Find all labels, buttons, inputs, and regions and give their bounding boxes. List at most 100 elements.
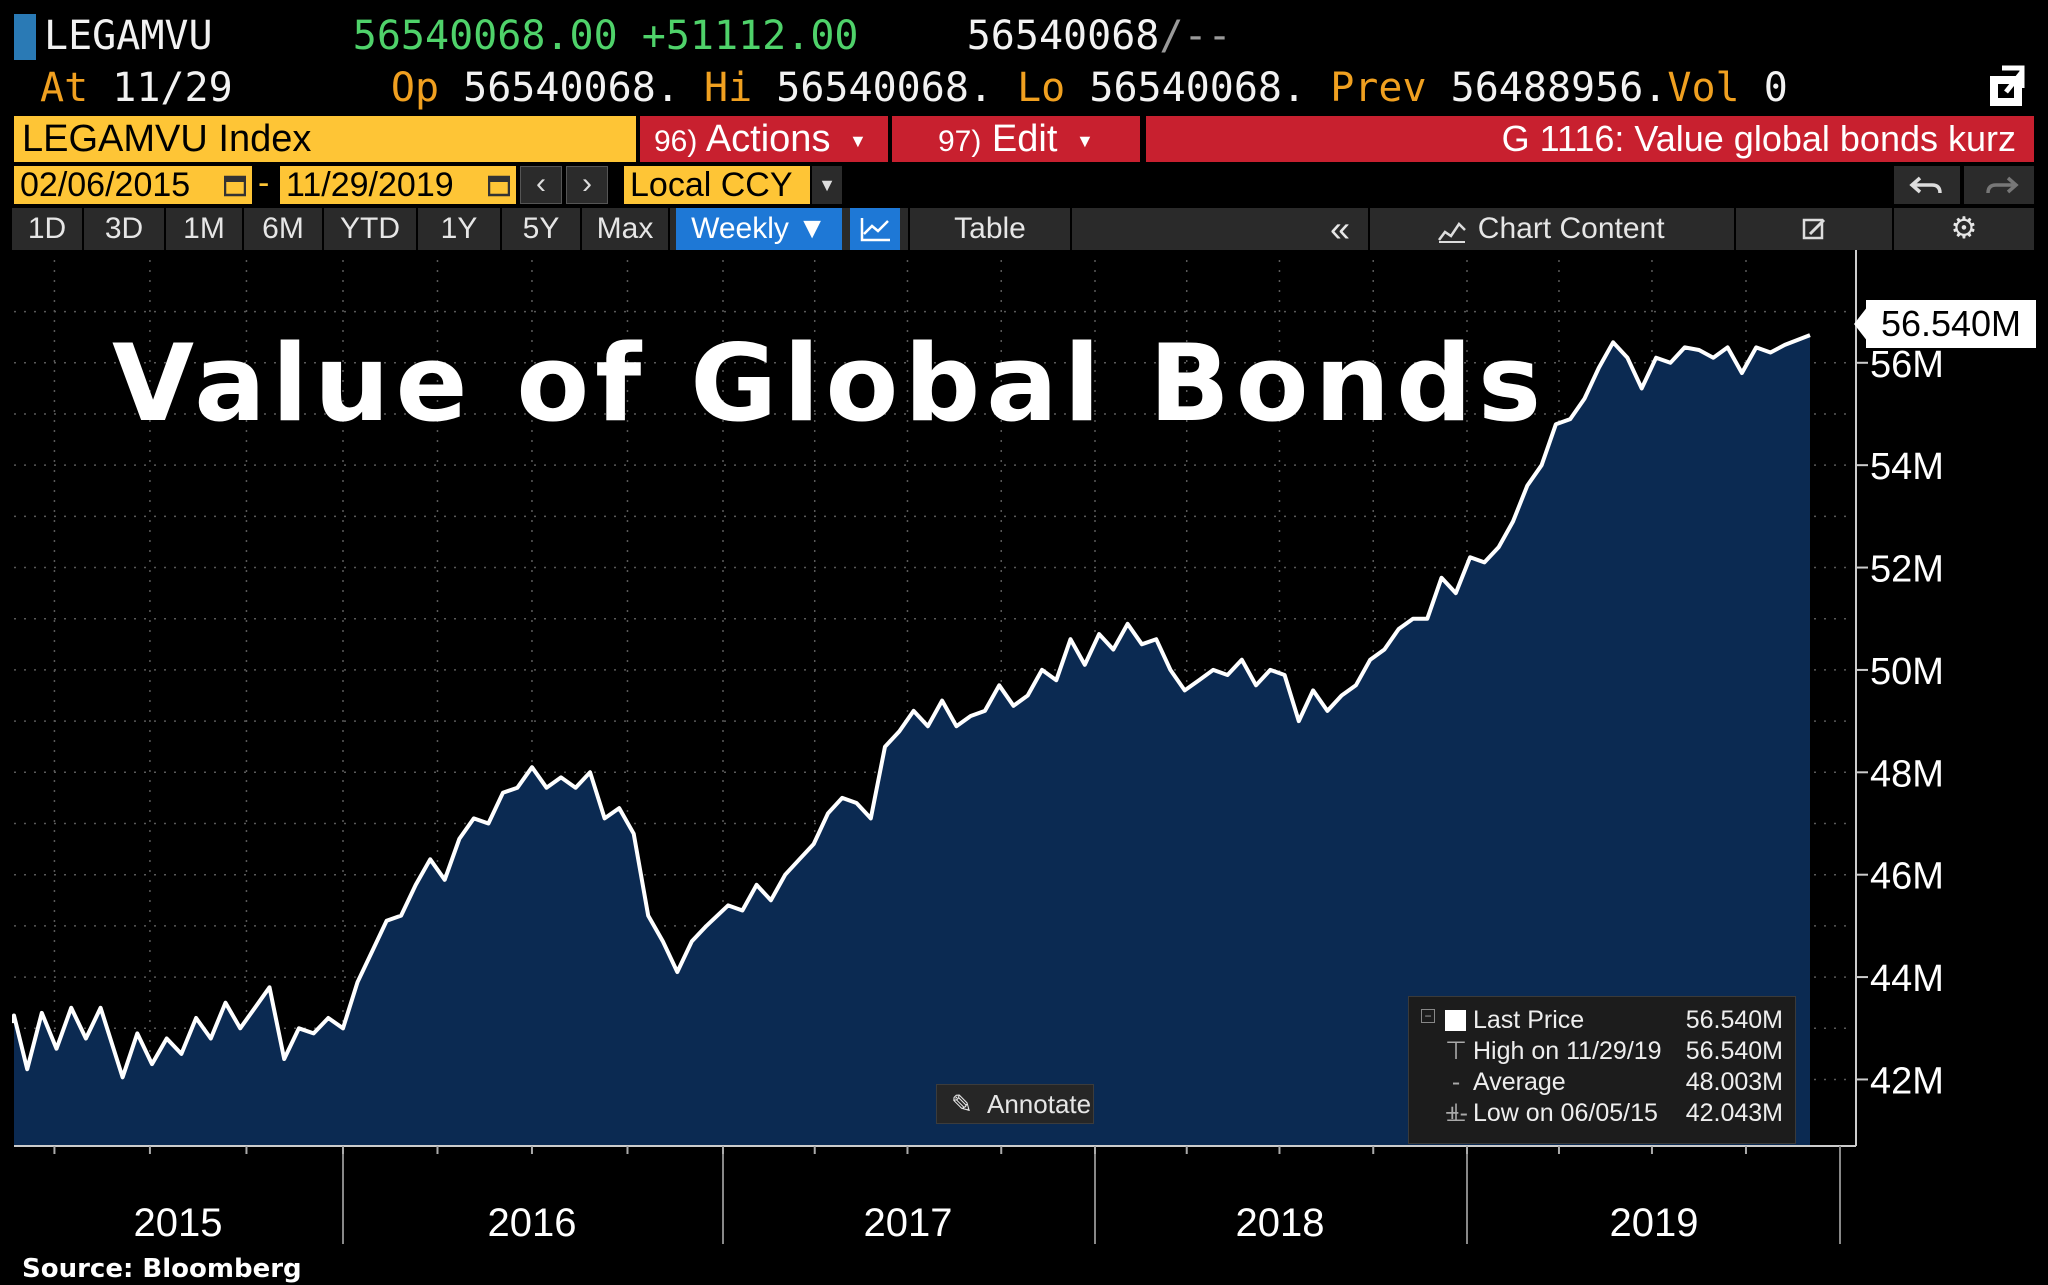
collapse-left-icon[interactable]: « [1329, 208, 1351, 249]
legend-value: 56.540M [1685, 1006, 1783, 1034]
last-price-pointer [1854, 306, 1868, 342]
vol-value: 0 [1763, 65, 1788, 111]
x-tick-label: 2016 [488, 1201, 577, 1245]
y-tick-label: 42M [1870, 1060, 1944, 1102]
y-tick-label: 48M [1870, 753, 1944, 795]
date-separator: - [258, 164, 270, 202]
actions-number: 96) [654, 125, 698, 158]
chart-toolbar: 1D 3D 1M 6M YTD 1Y 5Y Max Weekly ▼ Table… [12, 208, 2034, 250]
last-price: 56540068.00 [352, 13, 618, 59]
y-axis: 42M 44M 46M 48M 50M 52M 54M 56M [1855, 250, 1944, 1146]
collapse-legend-icon[interactable]: − [1421, 1009, 1435, 1023]
period-max[interactable]: Max [596, 212, 654, 245]
edit-number: 97) [938, 125, 982, 158]
gear-icon[interactable]: ⚙ [1950, 212, 1978, 245]
last-price-tag: 56.540M [1866, 300, 2036, 348]
price-change: +51112.00 [641, 13, 859, 59]
period-ytd[interactable]: YTD [340, 212, 400, 245]
legend-row: Last Price 56.540M [1409, 1005, 1797, 1036]
undo-button[interactable] [1894, 166, 1960, 204]
price-area [14, 335, 1810, 1147]
low-value: 56540068. [1089, 65, 1307, 111]
table-view-button[interactable]: Table [954, 212, 1026, 245]
edit-menu-button[interactable]: 97) Edit ▼ [892, 116, 1140, 162]
source-note: Source: Bloomberg [22, 1254, 302, 1284]
frequency-select[interactable]: Weekly ▼ [676, 208, 842, 250]
edit-drawing-button[interactable] [1736, 208, 1892, 250]
period-1d[interactable]: 1D [27, 212, 67, 245]
undo-icon [1909, 176, 1942, 194]
frequency-label: Weekly [691, 212, 789, 245]
y-tick-label: 56M [1870, 344, 1944, 386]
legend-value: 48.003M [1685, 1068, 1783, 1096]
actions-label: Actions [705, 118, 831, 160]
caret-down-icon: ▼ [849, 130, 867, 151]
pencil-icon: ✎ [951, 1089, 973, 1119]
chart-content-label: Chart Content [1477, 212, 1665, 245]
chart-description: G 1116: Value global bonds kurz [1146, 116, 2034, 162]
redo-button[interactable] [1964, 166, 2034, 204]
chart-content-button[interactable]: Chart Content [1370, 208, 1730, 250]
end-date-field[interactable]: 11/29/2019 [280, 166, 516, 204]
x-axis: 2015 2016 2017 2018 2019 [14, 1145, 1856, 1245]
y-tick-label: 44M [1870, 958, 1944, 1000]
x-tick-label: 2015 [134, 1201, 223, 1245]
high-value: 56540068. [776, 65, 993, 111]
annotate-label: Annotate [987, 1089, 1092, 1119]
actions-menu-button[interactable]: 96) Actions ▼ [640, 116, 888, 162]
high-label: Hi [703, 65, 753, 111]
legend-row: ⊤ High on 11/29/19 56.540M [1409, 1036, 1797, 1067]
high-marker-icon: ⊤ [1445, 1037, 1467, 1065]
period-6m[interactable]: 6M [262, 212, 304, 245]
currency-select[interactable]: Local CCY [624, 166, 810, 204]
annotate-button[interactable]: ✎ Annotate [936, 1084, 1094, 1124]
x-tick-label: 2018 [1236, 1201, 1325, 1245]
legend-label: Average [1473, 1068, 1566, 1096]
period-1m[interactable]: 1M [183, 212, 225, 245]
chevron-down-icon[interactable]: ▼ [812, 166, 842, 204]
legend-value: 42.043M [1685, 1099, 1783, 1127]
chevron-right-icon[interactable]: › [566, 166, 608, 204]
average-marker-icon: -+- [1445, 1068, 1468, 1127]
edit-label: Edit [991, 118, 1058, 160]
chevron-left-icon[interactable]: ‹ [520, 166, 562, 204]
bid-ask-suffix: /-- [1159, 13, 1232, 59]
legend-label: Last Price [1473, 1006, 1585, 1034]
security-field[interactable]: LEGAMVU Index [14, 116, 636, 162]
legend-value: 56.540M [1685, 1037, 1783, 1065]
legend-row: ⊥ Low on 06/05/15 42.043M [1409, 1098, 1797, 1129]
edit-pencil-icon [1802, 218, 1826, 240]
last-price-swatch-icon [1445, 1005, 1467, 1036]
ticker-symbol: LEGAMVU [44, 13, 213, 59]
period-3d[interactable]: 3D [104, 212, 144, 245]
bid-ask-price: 56540068 [966, 13, 1160, 59]
y-tick-label: 52M [1870, 549, 1944, 591]
open-label: Op [390, 65, 440, 111]
y-tick-label: 50M [1870, 651, 1944, 693]
legend-label: Low on 06/05/15 [1473, 1099, 1658, 1127]
price-line[interactable] [12, 333, 1811, 1080]
calendar-icon[interactable] [224, 170, 246, 200]
quote-line: LEGAMVU 56540068.00 +51112.00 56540068/-… [44, 10, 1232, 62]
x-tick-label: 2019 [1610, 1201, 1699, 1245]
period-1y[interactable]: 1Y [440, 212, 478, 245]
line-chart-icon [860, 218, 890, 242]
at-label: At [40, 65, 89, 111]
low-marker-icon: ⊥ [1445, 1099, 1467, 1127]
ohlc-line: At 11/29 Op 56540068. Hi 56540068. Lo 56… [40, 62, 1788, 114]
vol-label: Vol [1667, 65, 1740, 111]
legend-label: High on 11/29/19 [1473, 1037, 1662, 1065]
caret-down-icon: ▼ [1075, 130, 1094, 151]
prev-label: Prev [1330, 65, 1427, 111]
line-chart-button[interactable] [850, 208, 900, 250]
chart-content-icon [1438, 222, 1467, 243]
export-icon[interactable] [1988, 64, 2028, 108]
at-date: 11/29 [112, 65, 233, 111]
chart-legend: − Last Price 56.540M ⊤ High on 11/29/19 … [1408, 996, 1796, 1144]
low-label: Lo [1017, 65, 1066, 111]
y-tick-label: 46M [1870, 856, 1944, 898]
start-date-field[interactable]: 02/06/2015 [14, 166, 252, 204]
period-5y[interactable]: 5Y [522, 212, 560, 245]
calendar-icon[interactable] [488, 170, 510, 200]
